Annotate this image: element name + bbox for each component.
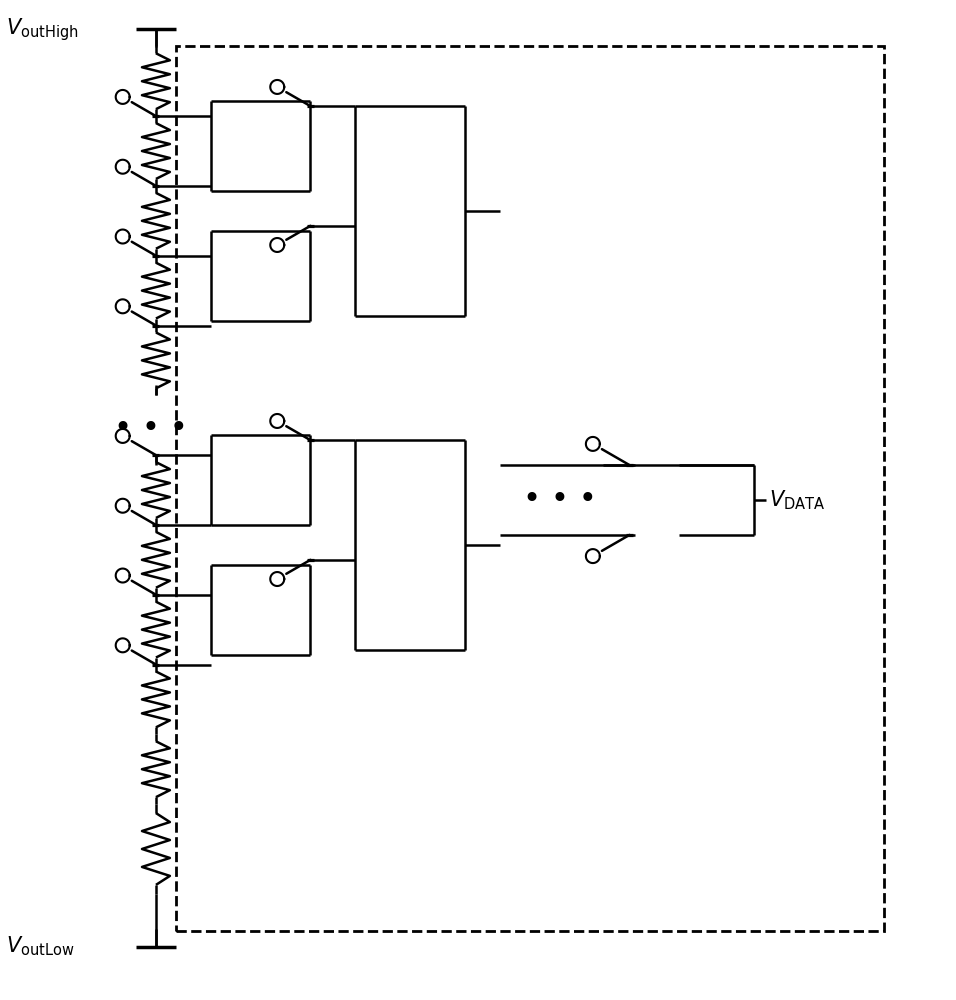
Text: $V_{\mathrm{DATA}}$: $V_{\mathrm{DATA}}$ (770, 488, 825, 512)
Text: $V_{\mathrm{outHigh}}$: $V_{\mathrm{outHigh}}$ (7, 16, 79, 43)
Text: $V_{\mathrm{outLow}}$: $V_{\mathrm{outLow}}$ (7, 935, 75, 958)
Text: • • •: • • • (523, 486, 597, 514)
Text: • • •: • • • (114, 414, 188, 443)
